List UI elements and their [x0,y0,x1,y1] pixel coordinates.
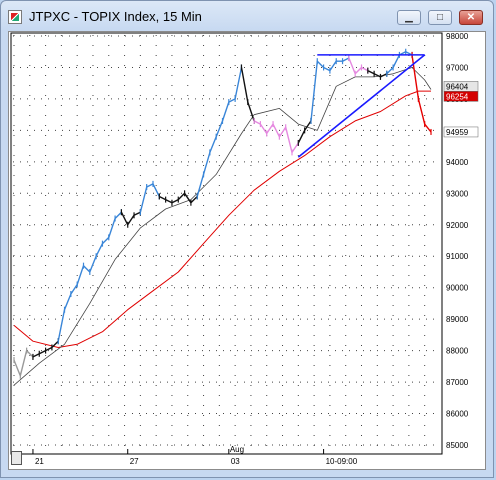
app-icon [8,10,22,24]
y-tick-label: 85000 [446,441,469,450]
y-tick-label: 91000 [446,252,469,261]
window-title: JTPXC - TOPIX Index, 15 Min [29,9,202,24]
price-label: 96404 [446,82,469,91]
y-tick-label: 98000 [446,32,469,41]
minimize-button[interactable]: ▁ [397,10,421,25]
plot-area [10,32,443,455]
y-tick-label: 94000 [446,158,469,167]
y-tick-label: 93000 [446,189,469,198]
x-tick-label: 03 [231,457,240,466]
price-label: 94959 [446,128,469,137]
title-bar[interactable]: JTPXC - TOPIX Index, 15 Min ▁ □ ✕ [1,1,493,33]
price-line-segment [253,120,299,154]
price-label: 96254 [446,92,469,101]
x-tick-label: 21 [35,457,44,466]
price-line-segment [411,54,432,133]
x-tick-label: 10-09:00 [326,457,358,466]
x-tick-label: 27 [130,457,139,466]
y-tick-label: 97000 [446,63,469,72]
trend-line [297,54,426,158]
price-line-segment [120,211,141,226]
x-month-label: Aug [230,445,244,454]
y-tick-label: 90000 [446,284,469,293]
scroll-handle[interactable] [11,451,22,465]
price-line-segment [139,183,160,213]
price-label-box [443,91,479,102]
price-line-segment [13,349,34,377]
price-line-segment [240,67,255,122]
maximize-button[interactable]: □ [428,10,452,25]
close-button[interactable]: ✕ [459,10,483,25]
y-tick-label: 92000 [446,221,469,230]
price-line-segment [196,67,243,197]
chart-frame [8,31,486,470]
price-label-box [443,126,479,138]
price-line-segment [348,57,369,75]
y-tick-label: 87000 [446,378,469,387]
y-tick-label: 88000 [446,347,469,356]
price-line-segment [367,69,388,78]
price-line-segment [57,211,122,342]
y-tick-label: 89000 [446,315,469,324]
y-tick-label: 86000 [446,410,469,419]
price-line-segment [310,57,350,121]
long-moving-average-line [13,90,431,348]
short-moving-average-line [13,67,432,386]
